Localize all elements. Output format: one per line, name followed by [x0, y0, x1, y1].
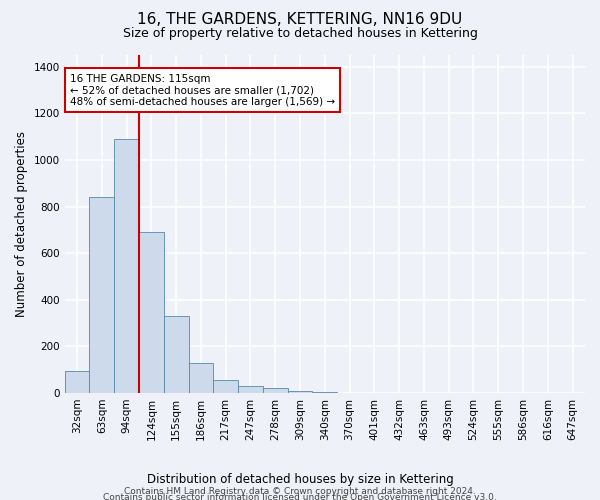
Bar [164, 316, 188, 393]
Bar [114, 139, 139, 393]
Bar [263, 388, 287, 393]
Text: 16, THE GARDENS, KETTERING, NN16 9DU: 16, THE GARDENS, KETTERING, NN16 9DU [137, 12, 463, 28]
Text: 16 THE GARDENS: 115sqm
← 52% of detached houses are smaller (1,702)
48% of semi-: 16 THE GARDENS: 115sqm ← 52% of detached… [70, 74, 335, 107]
Bar [188, 362, 214, 393]
Text: Size of property relative to detached houses in Kettering: Size of property relative to detached ho… [122, 28, 478, 40]
Bar [139, 232, 164, 393]
Text: Contains HM Land Registry data © Crown copyright and database right 2024.: Contains HM Land Registry data © Crown c… [124, 486, 476, 496]
Text: Contains public sector information licensed under the Open Government Licence v3: Contains public sector information licen… [103, 494, 497, 500]
Bar [89, 197, 114, 393]
Bar [214, 380, 238, 393]
Bar [238, 386, 263, 393]
Bar [287, 390, 313, 393]
Bar [313, 392, 337, 393]
Y-axis label: Number of detached properties: Number of detached properties [15, 131, 28, 317]
Bar [65, 371, 89, 393]
Text: Distribution of detached houses by size in Kettering: Distribution of detached houses by size … [146, 472, 454, 486]
